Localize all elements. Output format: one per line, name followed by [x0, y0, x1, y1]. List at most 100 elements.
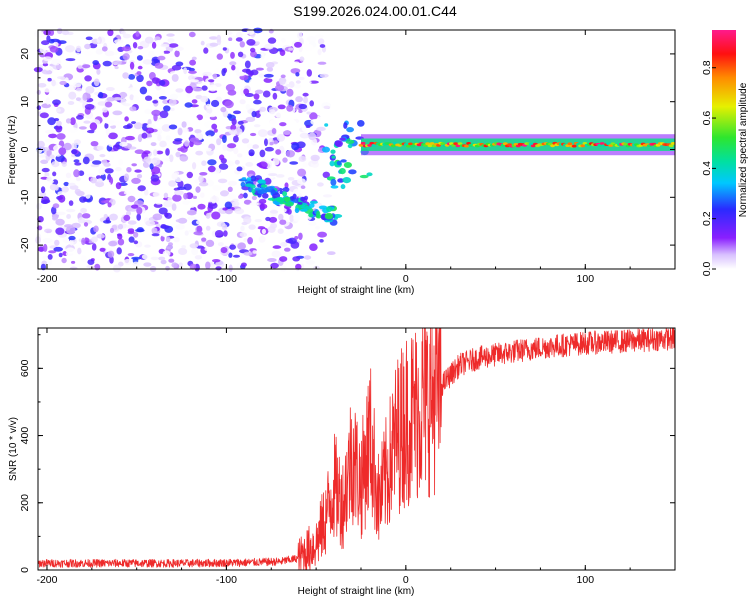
spectrogram-noise-blob [245, 116, 256, 122]
spectrogram-noise-blob [136, 174, 143, 179]
spectrogram-noise-blob [279, 219, 287, 225]
spectrogram-transition-blob [330, 149, 336, 154]
spectrogram-noise-blob [184, 140, 190, 147]
spectrogram-noise-blob [66, 208, 76, 213]
spectrogram-noise-blob [65, 45, 75, 53]
spectrogram-noise-blob [197, 203, 206, 210]
spectrogram-noise-blob [210, 195, 220, 203]
spectrogram-noise-blob [250, 47, 256, 53]
spectrogram-noise-blob [131, 121, 137, 125]
spectrogram-noise-blob [178, 77, 185, 82]
spectrogram-features [238, 120, 676, 226]
spectrogram-noise-blob [205, 225, 211, 231]
spectrogram-noise-blob [49, 154, 55, 159]
spectrogram-noise-blob [269, 109, 276, 115]
spectrogram-noise-blob [280, 242, 288, 247]
spectrogram-noise-blob [80, 255, 87, 263]
spectrogram-noise-blob [173, 237, 180, 243]
snr-y-tick-label: 400 [19, 427, 31, 445]
spectrogram-transition-blob [340, 184, 346, 190]
spectrogram-noise-blob [158, 80, 166, 86]
spectrogram-noise-blob [194, 129, 202, 134]
spectrogram-noise-blob [306, 69, 312, 77]
spectrogram-noise-blob [298, 232, 303, 240]
spectrogram-transition-blob [357, 120, 365, 127]
spectrogram-noise-blob [220, 190, 229, 197]
spectrogram-noise-blob [289, 214, 294, 223]
spectrogram-noise-blob [104, 122, 109, 129]
spectrogram-noise-blob [103, 162, 111, 167]
spectrogram-noise-blob [114, 39, 124, 44]
spectrogram-noise-blob [127, 195, 136, 203]
spectrogram-noise-blob [125, 211, 132, 216]
spectrogram-noise-blob [145, 127, 155, 134]
spectrogram-noise-blob [258, 161, 268, 169]
spectrogram-noise-blob [188, 31, 196, 38]
spectrogram-noise-blob [157, 163, 162, 168]
spectrogram-noise-blob [175, 224, 185, 230]
spectrogram-noise-blob [68, 127, 78, 133]
spectrogram-noise-blob [230, 51, 235, 59]
spectrogram-noise-blob [54, 239, 60, 246]
spectrogram-noise-blob [265, 216, 271, 222]
spectrogram-noise-blob [207, 159, 217, 166]
spectrogram-noise-blob [108, 240, 118, 247]
spectrogram-noise-blob [275, 112, 281, 119]
spectrogram-noise-blob [129, 61, 135, 70]
spectrogram-branch-blob [300, 208, 308, 212]
spectrogram-noise-blob [84, 103, 95, 110]
spectrogram-noise-blob [252, 144, 259, 149]
spectrogram-noise-blob [128, 74, 136, 80]
spectrogram-noise-blob [201, 160, 207, 166]
colorbar-tick-label: 0.0 [701, 262, 713, 277]
spectrogram-noise-blob [196, 114, 203, 121]
spectrogram-noise-blob [62, 30, 70, 36]
spectrogram-noise-blob [77, 247, 82, 255]
spectrogram-noise-blob [267, 258, 277, 262]
spectrogram-noise-blob [144, 189, 149, 196]
spectrogram-noise-blob [55, 218, 65, 226]
spectrogram-noise-blob [246, 29, 255, 35]
spectrogram-noise-blob [183, 131, 191, 139]
spectrogram-noise-blob [73, 139, 81, 146]
spectrogram-branch-blob [292, 193, 297, 200]
spectrogram-noise-blob [120, 98, 127, 105]
spectrogram-noise-blob [55, 124, 63, 133]
spectrogram-noise-blob [252, 250, 257, 254]
spectrogram-noise-blob [250, 50, 257, 58]
spectrogram-noise-blob [232, 201, 240, 207]
spectrogram-noise-blob [82, 156, 90, 165]
spectrogram-noise-blob [174, 138, 183, 142]
spectrogram-noise-blob [152, 192, 161, 197]
spectrogram-noise-blob [168, 124, 178, 130]
spectrogram-tone-core [390, 144, 396, 148]
spectrogram-noise-blob [302, 92, 309, 97]
spectrogram-noise-blob [73, 159, 80, 163]
spectrogram-noise-blob [198, 182, 209, 187]
spectrogram-branch-blob [250, 175, 257, 182]
spectrogram-noise-blob [68, 182, 76, 187]
spectrogram-noise-blob [239, 41, 245, 48]
spectrogram-noise-blob [286, 150, 295, 158]
spectrogram-noise-blob [52, 203, 60, 209]
spectrogram-noise-blob [115, 182, 122, 190]
spectrogram-noise-blob [117, 223, 124, 230]
spectrogram-noise-blob [81, 237, 86, 246]
spectrogram-noise-blob [80, 251, 90, 256]
spectrogram-noise-blob [205, 130, 215, 137]
spectrogram-noise-blob [181, 127, 189, 133]
spectrogram-noise-blob [95, 48, 104, 55]
spectrogram-noise-blob [123, 80, 131, 88]
spectrogram-noise-blob [40, 186, 46, 194]
spectrogram-noise-blob [145, 36, 154, 44]
spectrogram-noise-blob [273, 140, 279, 145]
spectrogram-noise-blob [83, 205, 89, 209]
spectrogram-noise-blob [123, 214, 131, 221]
spectrogram-noise-blob [82, 64, 91, 69]
spectrogram-noise-blob [105, 119, 115, 125]
spectrogram-noise-blob [192, 195, 197, 199]
spectrogram-noise-blob [43, 87, 52, 93]
spectrogram-tone-core [410, 144, 416, 148]
spectrogram-noise-blob [118, 261, 124, 267]
spectrogram-noise-blob [188, 202, 196, 208]
